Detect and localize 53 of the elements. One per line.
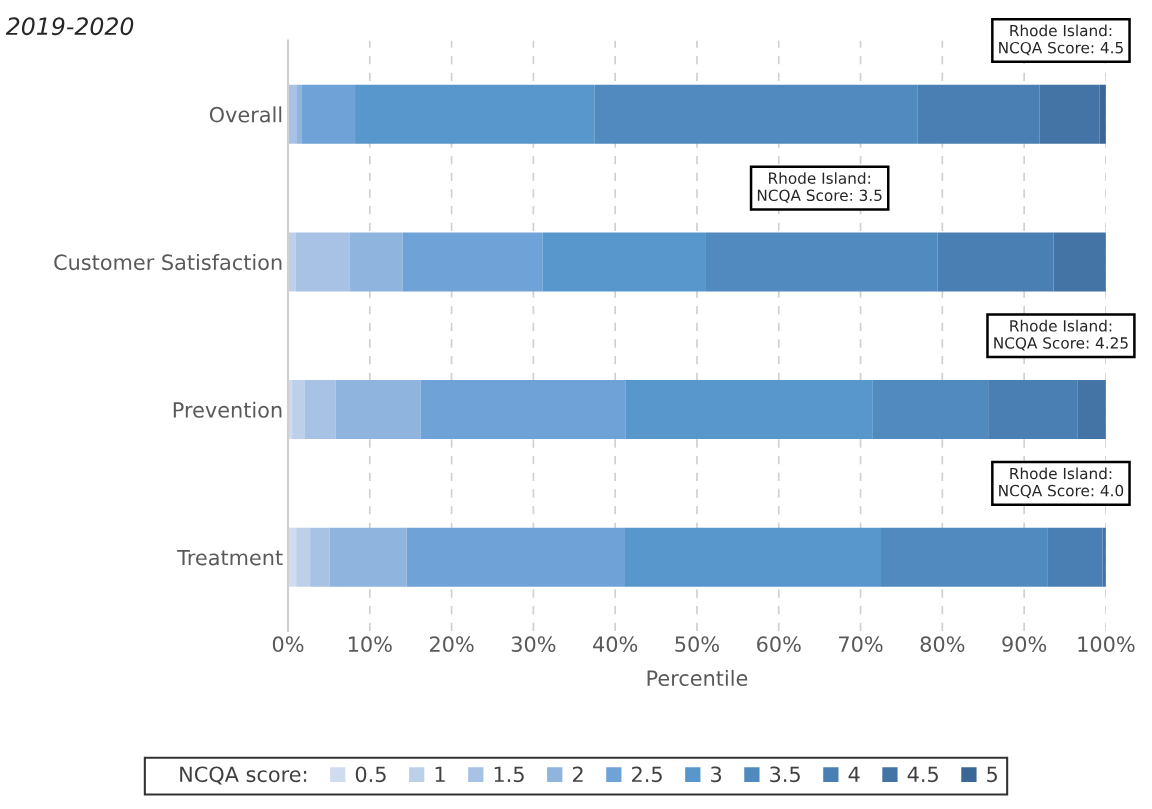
text: 2019-2020 [5, 17, 134, 36]
annotation: Rhode Island: NCQA Score: 4.5 [999, 24, 1123, 56]
x-axis-title: Percentile [647, 669, 748, 687]
bar [349, 232, 403, 292]
x-tick-label: 100% [1078, 636, 1135, 653]
bar [420, 380, 626, 440]
x-tick-label: 60% [757, 636, 801, 653]
bar [297, 84, 302, 144]
annotation: Rhode Island: NCQA Score: 3.5 [757, 172, 882, 203]
bar [542, 232, 706, 292]
bar [624, 527, 881, 587]
bar [1099, 84, 1106, 144]
bar [1053, 232, 1106, 292]
bar [406, 527, 625, 587]
legend-title: NCQA score: [180, 766, 307, 785]
x-tick-label: 80% [920, 636, 965, 653]
legend-label: 3 [711, 766, 722, 783]
x-tick-label: 30% [511, 636, 556, 653]
legend-label: 2.5 [632, 766, 662, 783]
legend-label: 3.5 [770, 766, 800, 783]
legend-label: 2 [572, 766, 583, 782]
legend-label: 4.5 [907, 766, 938, 783]
y-tick-label: Overall [209, 106, 282, 123]
legend-label: 4 [848, 766, 860, 782]
y-tick-label: Customer Satisfaction [54, 254, 282, 271]
legend-label: 5 [987, 766, 998, 783]
legend-label: 1 [435, 766, 445, 782]
bar [1077, 380, 1106, 440]
x-tick-label: 20% [429, 636, 474, 653]
x-tick-label: 40% [593, 636, 638, 653]
annotation: Rhode Island: NCQA Score: 4.0 [999, 467, 1124, 499]
x-tick-label: 90% [1002, 636, 1047, 653]
legend-label: 1.5 [494, 766, 524, 783]
bar [355, 84, 595, 144]
bar [1039, 84, 1100, 144]
annotation: Rhode Island: NCQA Score: 4.25 [994, 319, 1128, 351]
x-tick-label: 10% [348, 636, 392, 653]
bar [625, 380, 873, 440]
x-tick-label: 0% [272, 636, 304, 653]
x-tick-label: 50% [675, 636, 719, 653]
bar [335, 380, 421, 440]
bar [296, 527, 311, 587]
bar [310, 527, 330, 587]
bar [402, 232, 543, 292]
y-tick-label: Treatment [177, 549, 283, 566]
x-tick-label: 70% [839, 636, 883, 653]
legend-label: 0.5 [355, 766, 386, 783]
bar [295, 232, 350, 292]
bar [329, 527, 407, 587]
y-tick-label: Prevention [173, 401, 282, 418]
bar [304, 380, 336, 440]
bar [301, 84, 356, 144]
bar [292, 380, 305, 440]
